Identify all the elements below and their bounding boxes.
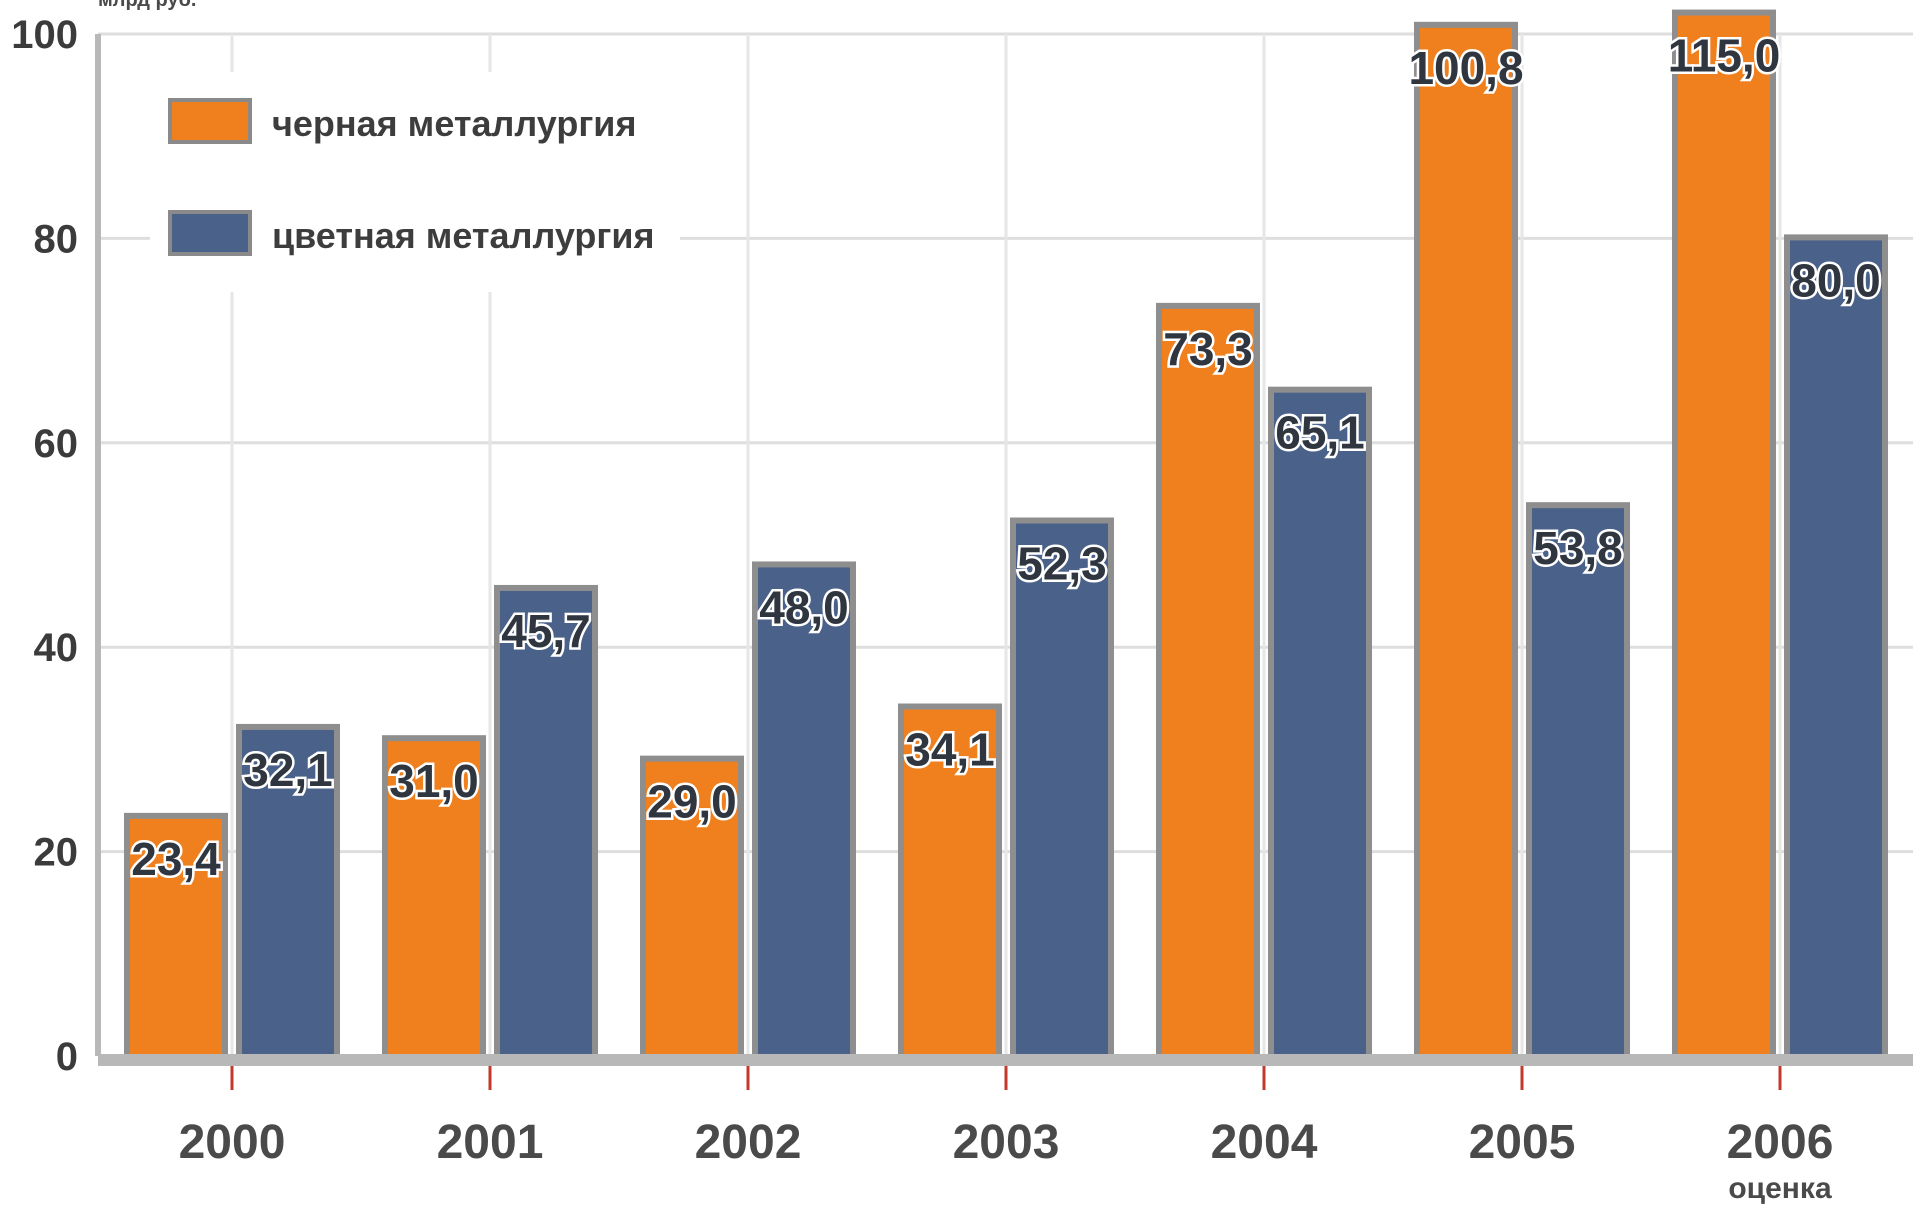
data-label-nonferrous-2004: 65,1 xyxy=(1275,407,1365,459)
x-axis-line xyxy=(98,1054,1913,1066)
bar-nonferrous-2003 xyxy=(1016,523,1108,1054)
bar-nonferrous-2005 xyxy=(1532,508,1624,1054)
data-label-ferrous-2002: 29,0 xyxy=(647,776,737,828)
x-tick-label-2001: 2001 xyxy=(437,1116,544,1169)
y-axis-unit-label: млрд руб. xyxy=(98,0,196,11)
x-tick-label-2004: 2004 xyxy=(1211,1116,1318,1169)
bar-nonferrous-2000 xyxy=(242,729,334,1054)
data-labels: 23,4 31,0 29,0 34,1 73,3 100,8 115,0 32,1 45,7 48… xyxy=(129,27,1884,887)
legend-swatch-ferrous xyxy=(168,98,252,144)
x-tick-label-2000: 2000 xyxy=(179,1116,286,1169)
bar-ferrous-2001 xyxy=(388,741,480,1054)
x-tick-label-2005: 2005 xyxy=(1469,1116,1576,1169)
legend-label-ferrous: черная металлургия xyxy=(272,103,636,144)
y-tick-label-60: 60 xyxy=(34,422,79,466)
bar-ferrous-2002 xyxy=(646,761,738,1054)
bar-nonferrous-2004 xyxy=(1274,392,1366,1055)
legend: черная металлургия цветная металлургия xyxy=(150,72,680,292)
data-label-ferrous-2005: 100,8 xyxy=(1408,42,1523,94)
x-tick-label-2006: 2006 xyxy=(1727,1116,1834,1169)
bar-nonferrous-2006 xyxy=(1790,240,1882,1054)
bars xyxy=(124,9,1888,1057)
data-label-ferrous-2001: 31,0 xyxy=(389,755,479,807)
data-label-ferrous-2004: 73,3 xyxy=(1163,323,1253,375)
legend-swatch-nonferrous xyxy=(168,210,252,256)
data-label-ferrous-2003: 34,1 xyxy=(905,723,995,775)
data-label-nonferrous-2003: 52,3 xyxy=(1017,537,1107,589)
bar-ferrous-2003 xyxy=(904,709,996,1054)
data-label-nonferrous-2002: 48,0 xyxy=(759,581,849,633)
legend-label-nonferrous: цветная металлургия xyxy=(272,215,655,256)
bar-nonferrous-2002 xyxy=(758,567,850,1054)
bar-ferrous-2004 xyxy=(1162,308,1254,1054)
bar-ferrous-2005 xyxy=(1420,27,1512,1055)
data-label-nonferrous-2006: 80,0 xyxy=(1791,254,1881,306)
data-label-ferrous-2000: 23,4 xyxy=(131,833,221,885)
data-label-nonferrous-2001: 45,7 xyxy=(501,605,591,657)
bar-ferrous-2000 xyxy=(130,818,222,1054)
bar-nonferrous-2001 xyxy=(500,590,592,1054)
x-tick-note-2006: оценка xyxy=(1728,1172,1832,1205)
y-tick-label-40: 40 xyxy=(34,626,79,670)
data-label-ferrous-2006: 115,0 xyxy=(1668,30,1781,82)
data-label-nonferrous-2005: 53,8 xyxy=(1533,522,1623,574)
data-label-nonferrous-2000: 32,1 xyxy=(243,744,333,796)
y-tick-label-80: 80 xyxy=(34,217,79,261)
x-tick-label-2003: 2003 xyxy=(953,1116,1060,1169)
y-tick-label-0: 0 xyxy=(56,1035,78,1079)
axes: 0 20 40 60 80 100 2000 2001 2002 2003 2004 2005 2006… xyxy=(11,13,1913,1205)
x-tick-label-2002: 2002 xyxy=(695,1116,802,1169)
y-tick-label-100: 100 xyxy=(11,13,78,57)
y-tick-label-20: 20 xyxy=(34,831,79,875)
bar-ferrous-2006 xyxy=(1678,15,1770,1054)
